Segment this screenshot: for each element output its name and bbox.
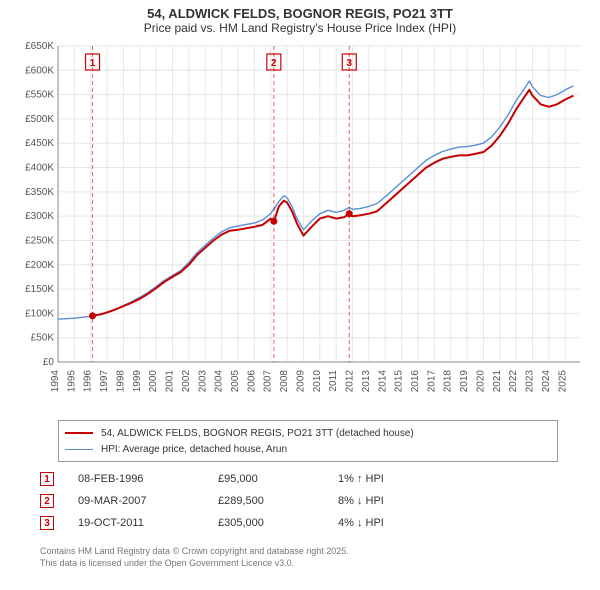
sale-price: £95,000 [218,473,338,485]
svg-text:£450K: £450K [25,138,54,149]
chart-area: £0 £50K £100K £150K £200K £250K £300K £350K £400… [10,42,590,412]
svg-text:2002: 2002 [181,370,192,393]
sale-hpi: 4% ↓ HPI [338,517,458,529]
sale-date: 09-MAR-2007 [78,495,218,507]
svg-text:2009: 2009 [295,370,306,393]
svg-text:£300K: £300K [25,211,54,222]
legend-swatch-hpi [65,449,93,450]
svg-text:2013: 2013 [361,370,372,393]
sales-table: 1 08-FEB-1996 £95,000 1% ↑ HPI 2 09-MAR-… [40,468,560,534]
svg-text:1997: 1997 [99,370,110,393]
svg-text:2020: 2020 [475,370,486,393]
svg-text:£600K: £600K [25,65,54,76]
sale-date: 19-OCT-2011 [78,517,218,529]
title-address: 54, ALDWICK FELDS, BOGNOR REGIS, PO21 3T… [0,6,600,21]
svg-text:1999: 1999 [132,370,143,393]
svg-text:2007: 2007 [263,370,274,393]
svg-text:£200K: £200K [25,260,54,271]
svg-text:£550K: £550K [25,90,54,101]
svg-text:2003: 2003 [197,370,208,393]
svg-text:3: 3 [346,58,352,69]
svg-text:1995: 1995 [66,370,77,393]
legend-label-property: 54, ALDWICK FELDS, BOGNOR REGIS, PO21 3T… [101,428,414,439]
sale-marker-icon: 3 [40,516,54,530]
svg-text:2001: 2001 [165,370,176,393]
svg-text:2008: 2008 [279,370,290,393]
svg-text:2015: 2015 [394,370,405,393]
svg-text:2000: 2000 [148,370,159,393]
svg-text:1994: 1994 [50,370,61,393]
sales-row: 1 08-FEB-1996 £95,000 1% ↑ HPI [40,468,560,490]
sale-marker-icon: 2 [40,494,54,508]
sale-price: £305,000 [218,517,338,529]
svg-text:1998: 1998 [115,370,126,393]
sale-hpi: 1% ↑ HPI [338,473,458,485]
svg-text:£500K: £500K [25,114,54,125]
svg-text:2018: 2018 [443,370,454,393]
svg-text:2016: 2016 [410,370,421,393]
sale-marker-icon: 1 [40,472,54,486]
svg-text:1996: 1996 [83,370,94,393]
attribution: Contains HM Land Registry data © Crown c… [40,546,570,569]
legend: 54, ALDWICK FELDS, BOGNOR REGIS, PO21 3T… [58,420,558,462]
svg-text:1: 1 [90,58,96,69]
svg-text:£150K: £150K [25,284,54,295]
legend-item-hpi: HPI: Average price, detached house, Arun [65,441,551,457]
legend-item-property: 54, ALDWICK FELDS, BOGNOR REGIS, PO21 3T… [65,425,551,441]
sale-hpi: 8% ↓ HPI [338,495,458,507]
svg-text:2022: 2022 [508,370,519,393]
chart-svg: £0 £50K £100K £150K £200K £250K £300K £350K £400… [10,42,590,412]
attribution-line1: Contains HM Land Registry data © Crown c… [40,546,349,556]
svg-text:2023: 2023 [525,370,536,393]
svg-text:2025: 2025 [557,370,568,393]
svg-text:2019: 2019 [459,370,470,393]
legend-label-hpi: HPI: Average price, detached house, Arun [101,444,287,455]
svg-text:2004: 2004 [214,370,225,393]
chart-container: 54, ALDWICK FELDS, BOGNOR REGIS, PO21 3T… [0,0,600,590]
title-block: 54, ALDWICK FELDS, BOGNOR REGIS, PO21 3T… [0,0,600,37]
svg-text:2011: 2011 [328,370,339,392]
svg-text:2005: 2005 [230,370,241,393]
svg-text:2: 2 [271,58,277,69]
title-subtitle: Price paid vs. HM Land Registry's House … [0,21,600,35]
svg-text:£50K: £50K [31,333,55,344]
svg-text:2021: 2021 [492,370,503,393]
sales-row: 3 19-OCT-2011 £305,000 4% ↓ HPI [40,512,560,534]
svg-text:£350K: £350K [25,187,54,198]
legend-swatch-property [65,432,93,434]
svg-text:£650K: £650K [25,42,54,52]
sale-price: £289,500 [218,495,338,507]
sale-date: 08-FEB-1996 [78,473,218,485]
svg-text:2006: 2006 [246,370,257,393]
svg-text:2012: 2012 [345,370,356,393]
svg-text:£250K: £250K [25,235,54,246]
svg-text:£100K: £100K [25,308,54,319]
sales-row: 2 09-MAR-2007 £289,500 8% ↓ HPI [40,490,560,512]
attribution-line2: This data is licensed under the Open Gov… [40,558,294,568]
svg-text:2024: 2024 [541,370,552,393]
svg-text:£400K: £400K [25,163,54,174]
svg-text:£0: £0 [43,357,55,368]
svg-text:2010: 2010 [312,370,323,393]
svg-text:2014: 2014 [377,370,388,393]
svg-text:2017: 2017 [426,370,437,393]
